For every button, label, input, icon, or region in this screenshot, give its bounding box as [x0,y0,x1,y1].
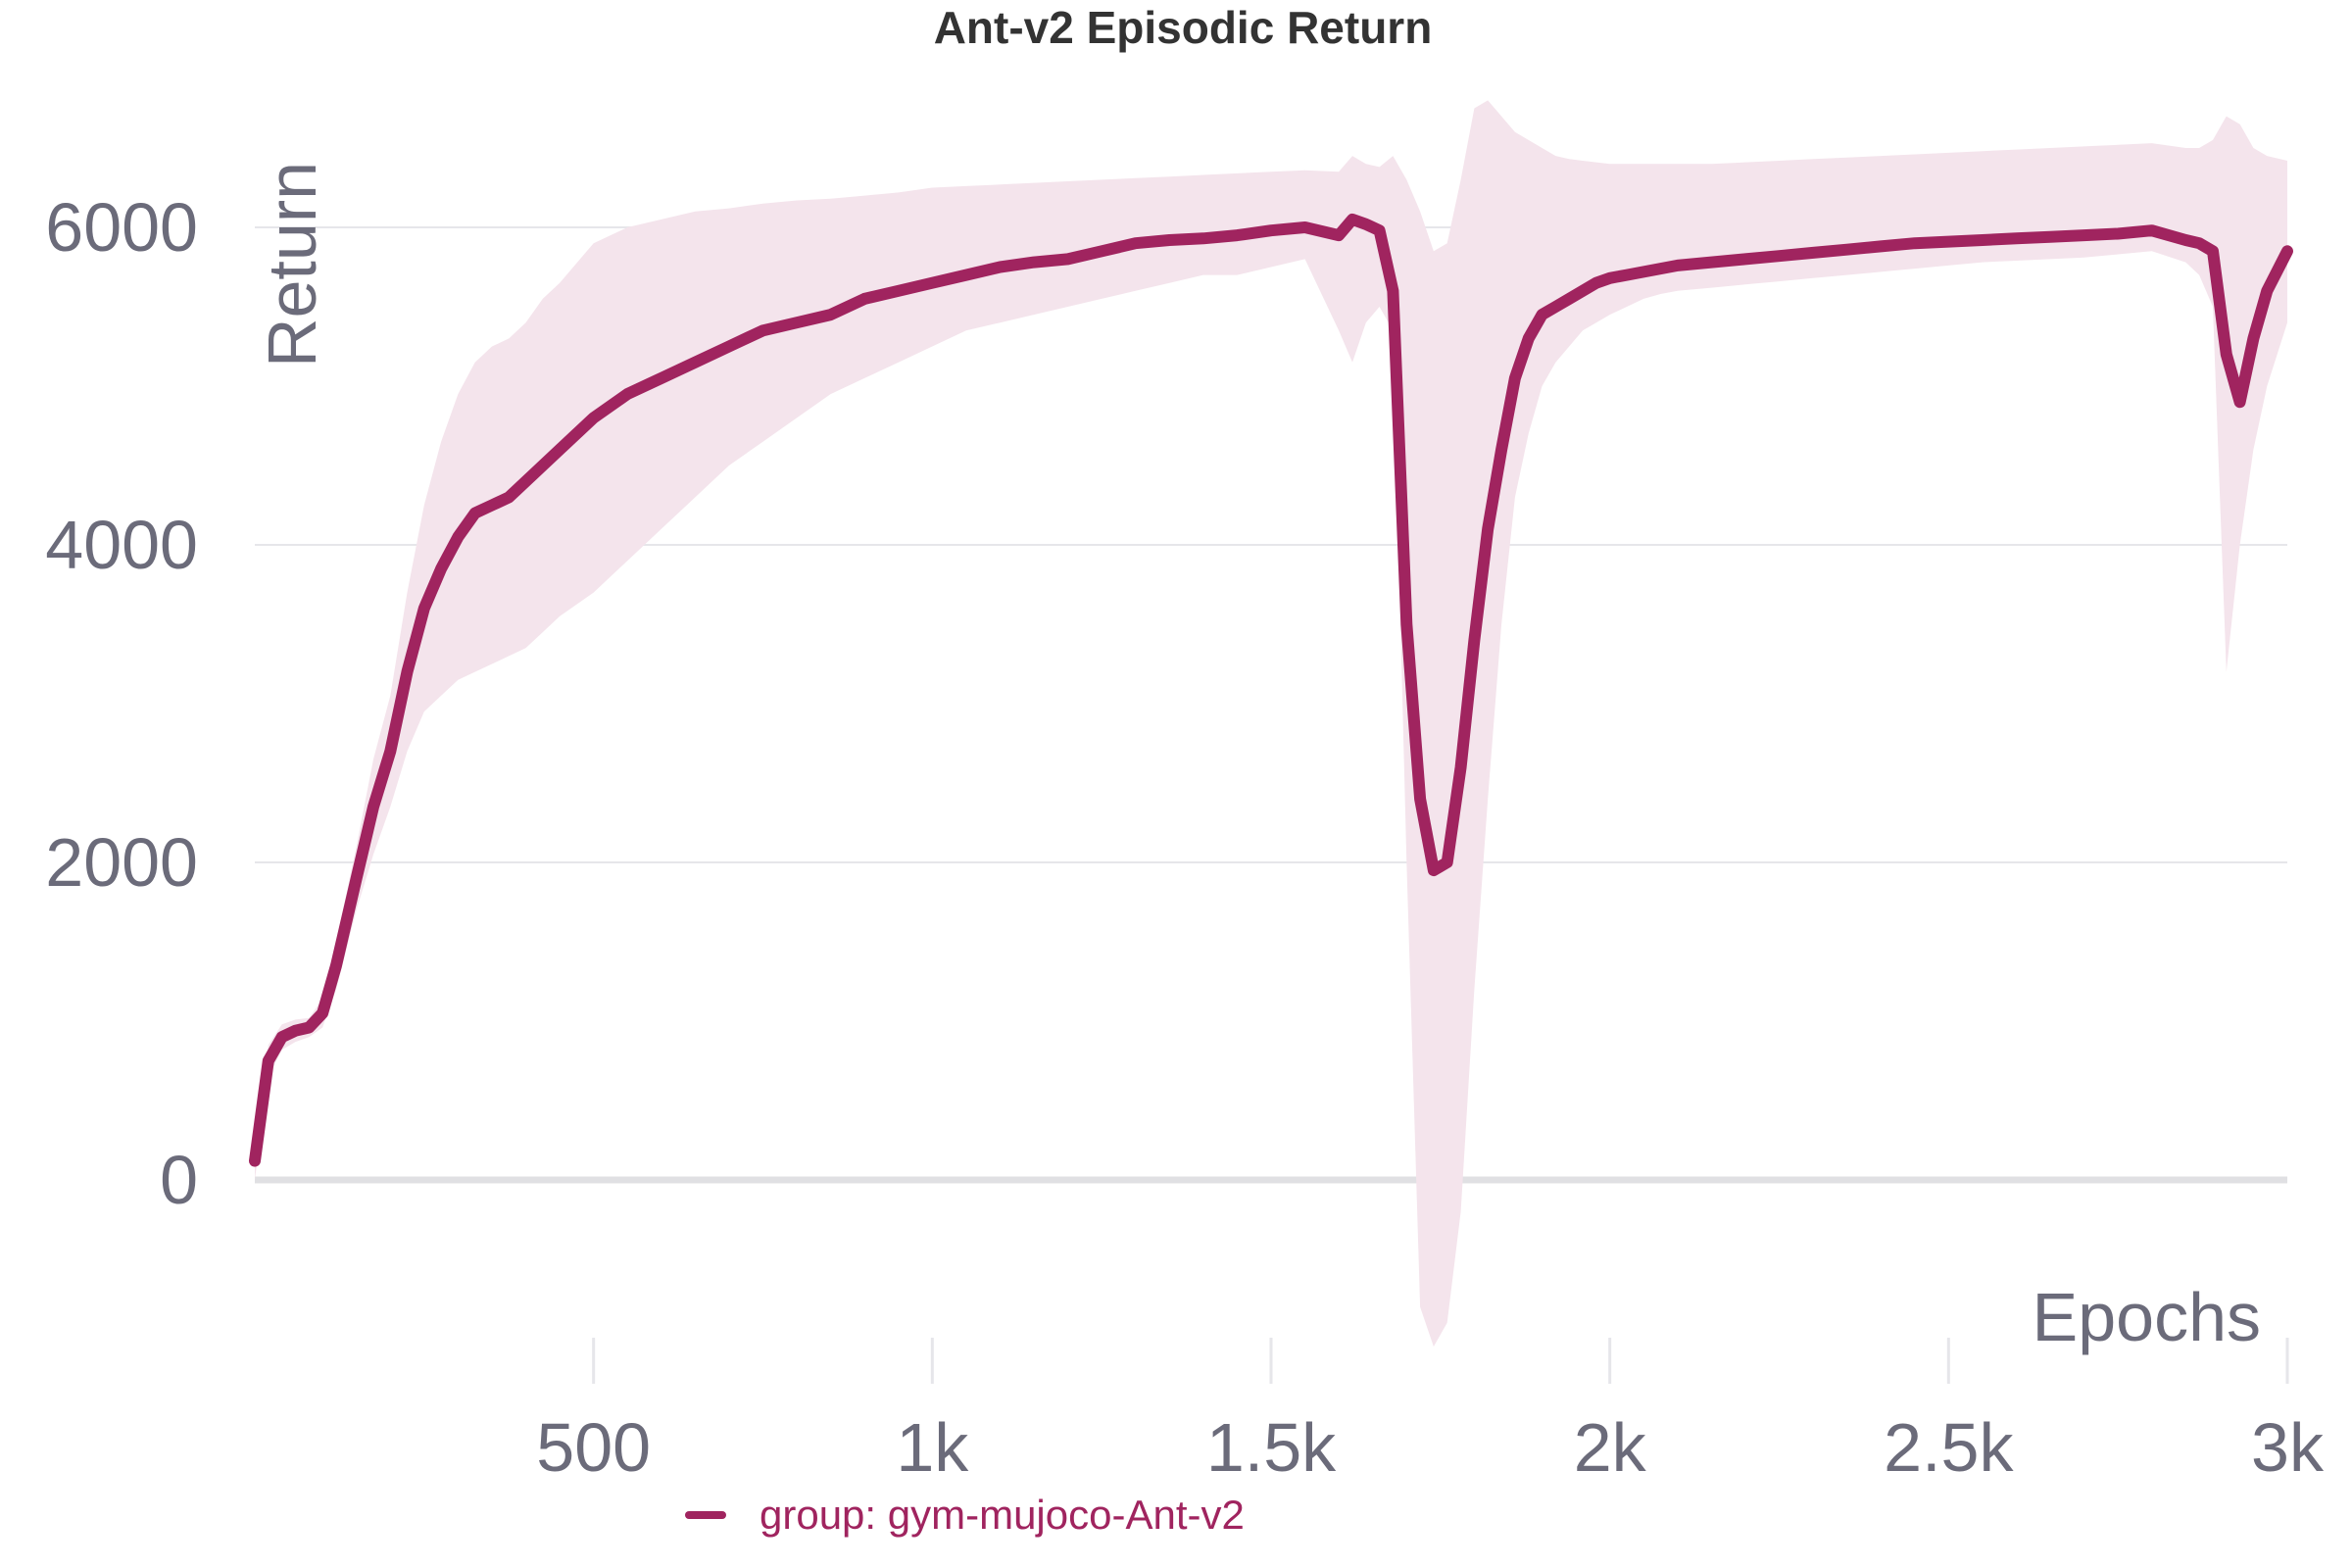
legend-label: group: gym-mujoco-Ant-v2 [760,1492,1245,1538]
y-tick-label: 0 [160,1142,198,1218]
confidence-band [255,100,2287,1348]
x-tick-label: 2k [1574,1409,1647,1486]
x-axis-ticks: 500 1k 1.5k 2k 2.5k 3k [536,1338,2325,1486]
y-tick-label: 2000 [45,824,198,901]
x-tick-label: 500 [536,1409,651,1486]
x-axis-label: Epochs [2033,1279,2261,1355]
y-tick-label: 4000 [45,507,198,583]
series-line-layer [249,213,2293,1167]
legend: group: gym-mujoco-Ant-v2 [685,1492,1245,1538]
x-tick-label: 1k [896,1409,969,1486]
x-tick-label: 3k [2251,1409,2325,1486]
x-tick-label: 1.5k [1206,1409,1337,1486]
confidence-band-layer [255,100,2287,1348]
y-axis-label: Return [254,162,330,368]
series-line [249,213,2293,1167]
y-tick-label: 6000 [45,189,198,266]
chart-title: Ant-v2 Episodic Return [934,2,1433,53]
y-axis-ticks: 0 2000 4000 6000 [45,189,198,1218]
x-tick-label: 2.5k [1884,1409,2014,1486]
